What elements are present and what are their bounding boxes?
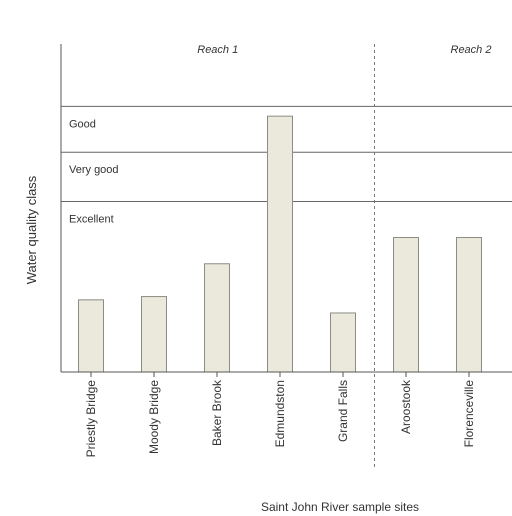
x-tick-label: Moody Bridge (147, 380, 161, 454)
class-label: Good (69, 118, 96, 130)
x-tick-label: Baker Brook (210, 379, 224, 446)
bar (456, 237, 482, 373)
bar (330, 312, 356, 373)
bar (78, 299, 104, 373)
x-tick-label: Florenceville (462, 380, 476, 448)
bar (204, 263, 230, 373)
plot-area: Excellent Very good Good Reach 1 Reach 2 Prie… (60, 44, 512, 470)
x-axis-label: Saint John River sample sites (261, 500, 419, 514)
class-label: Excellent (69, 213, 114, 225)
y-axis-label: Water quality class (24, 175, 39, 284)
x-tick-label: Priestly Bridge (84, 380, 98, 458)
x-tick-label: Aroostook (399, 379, 413, 434)
bar (141, 296, 167, 373)
class-label: Very good (69, 164, 119, 176)
reach-label: Reach 2 (451, 44, 492, 56)
x-tick-label: Grand Falls (336, 380, 350, 442)
bar (267, 115, 293, 373)
reach-label: Reach 1 (197, 44, 238, 56)
x-tick-label: Edmundston (273, 380, 287, 447)
bar (393, 237, 419, 373)
